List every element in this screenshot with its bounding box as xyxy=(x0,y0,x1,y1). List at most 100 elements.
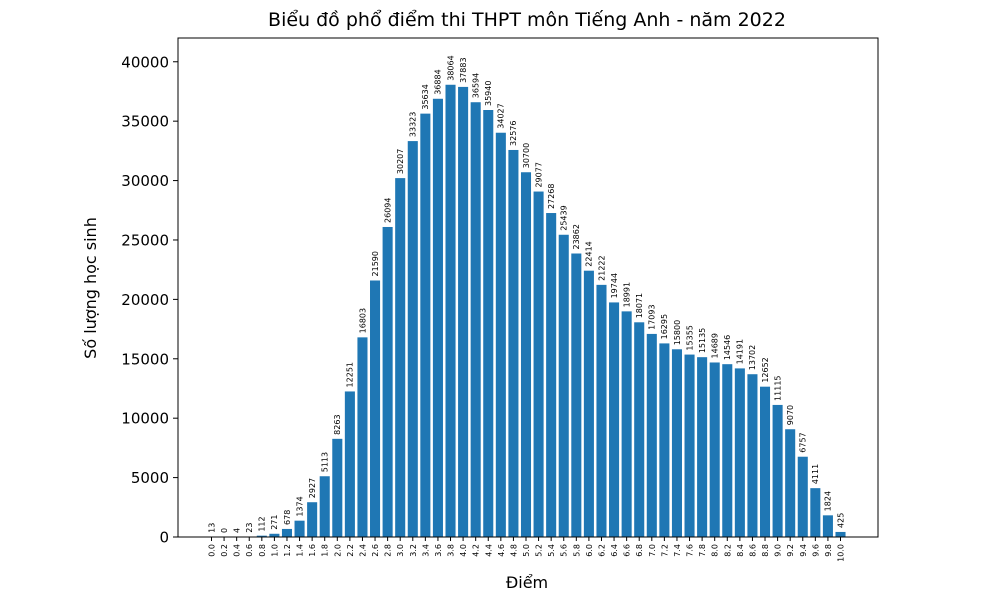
bar-7.4 xyxy=(671,349,682,537)
x-tick-label-7.6: 7.6 xyxy=(686,544,695,557)
data-label-2.6: 21590 xyxy=(371,251,380,276)
x-tick-label-3.4: 3.4 xyxy=(421,544,430,557)
bar-6.2 xyxy=(596,284,607,537)
x-tick-label-8.2: 8.2 xyxy=(723,544,732,557)
x-tick-label-9.8: 9.8 xyxy=(824,544,833,557)
x-tick-label-6.2: 6.2 xyxy=(597,544,606,557)
x-tick-label-6.0: 6.0 xyxy=(585,544,594,557)
bar-2.8 xyxy=(382,226,393,538)
bar-6.0 xyxy=(583,270,594,537)
data-label-2.2: 12251 xyxy=(346,362,355,387)
bar-1.2 xyxy=(281,528,293,537)
x-tick-label-7.8: 7.8 xyxy=(698,544,707,557)
data-label-7.0: 17093 xyxy=(648,304,657,329)
x-tick-label-7.2: 7.2 xyxy=(660,544,669,557)
bar-4.8 xyxy=(508,149,519,537)
y-tick-label-40000: 40000 xyxy=(121,53,169,71)
data-label-9.4: 6757 xyxy=(799,432,808,452)
x-tick-label-2.6: 2.6 xyxy=(371,544,380,557)
x-tick-label-1.2: 1.2 xyxy=(283,544,292,557)
x-tick-label-10.0: 10.0 xyxy=(837,544,846,562)
data-label-8.6: 13702 xyxy=(748,345,757,370)
x-tick-label-9.0: 9.0 xyxy=(774,544,783,557)
bar-1.6 xyxy=(307,502,318,537)
bar-7.8 xyxy=(697,357,708,537)
bar-0.8 xyxy=(256,535,267,537)
bar-3.0 xyxy=(395,178,406,538)
bar-8.8 xyxy=(759,386,771,537)
bar-5.0 xyxy=(520,172,532,537)
bar-6.8 xyxy=(634,322,645,537)
x-tick-label-3.0: 3.0 xyxy=(396,544,405,557)
data-label-9.2: 9070 xyxy=(786,405,795,425)
bar-3.2 xyxy=(407,141,418,537)
x-tick-label-1.4: 1.4 xyxy=(296,544,305,557)
x-tick-label-6.4: 6.4 xyxy=(610,544,619,557)
x-tick-label-2.0: 2.0 xyxy=(333,544,342,557)
data-label-3.4: 35634 xyxy=(421,84,430,109)
bar-4.2 xyxy=(470,102,481,537)
bar-6.6 xyxy=(621,311,632,537)
data-label-8.0: 14689 xyxy=(711,333,720,358)
y-tick-label-30000: 30000 xyxy=(121,172,169,190)
x-tick-label-3.2: 3.2 xyxy=(409,544,418,557)
data-label-4.0: 37883 xyxy=(459,57,468,82)
bar-6.4 xyxy=(609,302,620,537)
data-label-1.6: 2927 xyxy=(308,478,317,498)
x-tick-label-5.4: 5.4 xyxy=(547,544,556,557)
bar-2.4 xyxy=(357,337,368,537)
bar-1.4 xyxy=(294,520,305,537)
bar-8.4 xyxy=(734,368,745,537)
chart-title: Biểu đồ phổ điểm thi THPT môn Tiếng Anh … xyxy=(268,9,786,31)
bar-8.6 xyxy=(747,374,758,537)
data-label-3.0: 30207 xyxy=(396,149,405,174)
x-tick-label-2.8: 2.8 xyxy=(384,544,393,557)
data-label-1.0: 271 xyxy=(270,514,279,529)
data-label-7.6: 15355 xyxy=(685,325,694,350)
data-label-0.6: 23 xyxy=(245,523,254,533)
plot-frame xyxy=(177,37,879,538)
data-label-3.2: 33323 xyxy=(409,112,418,137)
x-tick-label-5.2: 5.2 xyxy=(535,544,544,557)
y-tick-label-20000: 20000 xyxy=(121,291,169,309)
data-label-2.8: 26094 xyxy=(383,198,392,223)
x-tick-label-5.8: 5.8 xyxy=(572,544,581,557)
x-tick-label-7.4: 7.4 xyxy=(673,544,682,557)
data-label-6.6: 18991 xyxy=(622,282,631,307)
x-tick-label-0.4: 0.4 xyxy=(233,544,242,557)
x-tick-label-8.6: 8.6 xyxy=(748,544,757,557)
y-tick-label-25000: 25000 xyxy=(121,231,169,249)
bar-5.8 xyxy=(571,253,582,537)
x-tick-label-1.0: 1.0 xyxy=(270,544,279,557)
x-tick-label-8.4: 8.4 xyxy=(736,544,745,557)
data-label-3.8: 38064 xyxy=(446,55,455,80)
data-label-6.4: 19744 xyxy=(610,273,619,298)
bar-7.0 xyxy=(646,333,657,537)
x-tick-label-9.2: 9.2 xyxy=(786,544,795,557)
x-tick-label-0.2: 0.2 xyxy=(220,544,229,557)
bar-1.8 xyxy=(319,476,330,537)
bar-3.4 xyxy=(420,113,431,537)
bar-9.6 xyxy=(810,488,821,537)
bar-2.6 xyxy=(370,280,381,537)
y-axis-label: Số lượng học sinh xyxy=(81,217,100,359)
x-tick-label-3.6: 3.6 xyxy=(434,544,443,557)
x-tick-label-4.0: 4.0 xyxy=(459,544,468,557)
data-label-5.8: 23862 xyxy=(572,224,581,249)
data-label-9.0: 11115 xyxy=(773,375,782,400)
data-label-1.8: 5113 xyxy=(321,452,330,472)
bar-9.2 xyxy=(785,429,796,537)
bar-5.4 xyxy=(546,213,557,537)
data-label-2.0: 8263 xyxy=(333,414,342,434)
data-label-5.6: 25439 xyxy=(560,205,569,230)
bar-4.6 xyxy=(495,132,506,538)
data-label-10.0: 425 xyxy=(836,513,845,528)
bar-3.8 xyxy=(445,84,456,537)
data-label-4.8: 32576 xyxy=(509,121,518,146)
y-tick-label-35000: 35000 xyxy=(121,113,169,131)
bar-9.8 xyxy=(822,515,833,537)
x-tick-label-0.8: 0.8 xyxy=(258,544,267,557)
x-tick-label-8.0: 8.0 xyxy=(711,544,720,557)
x-tick-label-1.6: 1.6 xyxy=(308,544,317,557)
